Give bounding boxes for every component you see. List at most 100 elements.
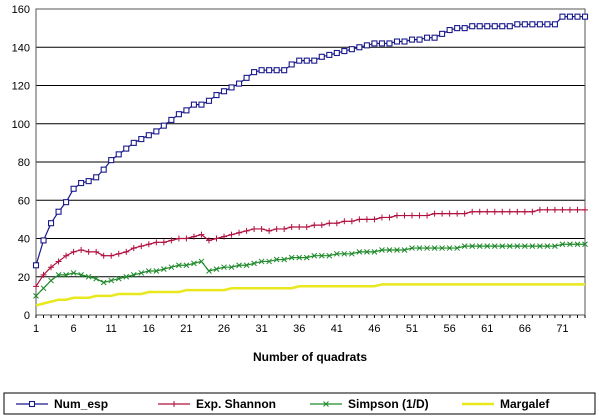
data-point [537, 243, 543, 250]
data-point [153, 268, 160, 274]
data-point [401, 212, 408, 219]
legend-label: Exp. Shannon [196, 397, 276, 411]
data-point [439, 210, 446, 217]
data-point [333, 250, 340, 257]
data-point [378, 40, 385, 47]
data-point [243, 74, 250, 81]
data-point [100, 252, 107, 259]
y-tick-label: 40 [18, 234, 30, 246]
x-axis-label: Number of quadrats [253, 350, 367, 364]
series-line [35, 16, 585, 266]
legend-marker [28, 400, 36, 408]
data-point [363, 42, 370, 49]
data-point [409, 245, 415, 251]
data-point [544, 243, 551, 250]
data-point [476, 208, 483, 215]
data-point [198, 258, 205, 265]
data-point [70, 185, 77, 192]
data-point [296, 224, 303, 231]
data-point [446, 26, 453, 34]
x-tick-label: 16 [143, 323, 155, 335]
data-point [348, 218, 355, 225]
data-point [130, 245, 137, 252]
data-point [288, 254, 295, 261]
data-point [567, 241, 573, 248]
data-point [333, 220, 340, 227]
data-point [326, 220, 333, 227]
data-point [349, 250, 355, 257]
data-point [138, 243, 145, 250]
data-point [408, 36, 416, 43]
data-point [379, 247, 385, 253]
data-point [40, 285, 47, 292]
x-tick-label: 66 [519, 323, 531, 335]
data-point [183, 107, 190, 114]
data-point [311, 252, 318, 259]
data-point [221, 233, 228, 240]
data-point [168, 264, 175, 271]
data-point [446, 210, 453, 217]
data-point [484, 23, 491, 30]
data-point [205, 97, 213, 104]
data-point [198, 101, 205, 108]
data-point [386, 40, 393, 47]
legend-item: Simpson (1/D) [310, 397, 429, 411]
data-point [145, 241, 152, 248]
data-point [130, 271, 137, 278]
data-point [559, 206, 566, 213]
data-point [386, 247, 393, 253]
data-point [401, 38, 408, 45]
data-point [424, 34, 431, 41]
data-point [394, 247, 400, 253]
data-point [506, 23, 513, 30]
data-point [303, 254, 310, 261]
data-point [424, 245, 430, 251]
data-point [273, 256, 280, 263]
y-axis: 0 20 40 60 80 100 120 140 160 [12, 4, 30, 322]
data-point [559, 13, 566, 20]
y-tick-label: 80 [18, 157, 30, 169]
data-point [484, 243, 491, 250]
data-point [318, 252, 325, 259]
data-point [454, 245, 461, 251]
data-point [176, 262, 182, 269]
data-point [341, 218, 348, 225]
data-point [491, 243, 498, 250]
data-point [439, 245, 445, 251]
data-point [529, 208, 536, 215]
data-point [40, 237, 47, 244]
x-tick-label: 26 [218, 323, 230, 335]
data-point [484, 208, 491, 215]
y-tick-label: 0 [24, 310, 30, 322]
data-point [236, 262, 242, 269]
data-point [251, 225, 258, 232]
y-tick-label: 60 [18, 195, 30, 207]
x-tick-label: 31 [255, 323, 267, 335]
data-point [78, 179, 85, 187]
data-point [190, 101, 197, 108]
data-point [356, 216, 363, 223]
data-point [85, 178, 92, 185]
data-point [123, 248, 130, 255]
data-point [258, 258, 265, 265]
data-point [461, 243, 468, 250]
data-point [206, 268, 212, 274]
data-point [514, 208, 521, 215]
data-point [529, 243, 536, 250]
data-point [183, 262, 190, 269]
data-point [552, 243, 558, 250]
data-point [491, 208, 498, 215]
x-tick-label: 6 [71, 323, 77, 335]
data-point [221, 264, 227, 271]
data-point [386, 214, 393, 221]
legend-label: Margalef [500, 397, 550, 411]
data-point [469, 23, 476, 30]
data-point [48, 277, 54, 284]
data-point [213, 235, 220, 242]
legend-marker [171, 401, 177, 407]
data-point [251, 69, 258, 76]
legend-label: Simpson (1/D) [348, 397, 429, 411]
data-point [363, 216, 370, 223]
data-point [228, 84, 235, 91]
data-point [566, 13, 574, 20]
